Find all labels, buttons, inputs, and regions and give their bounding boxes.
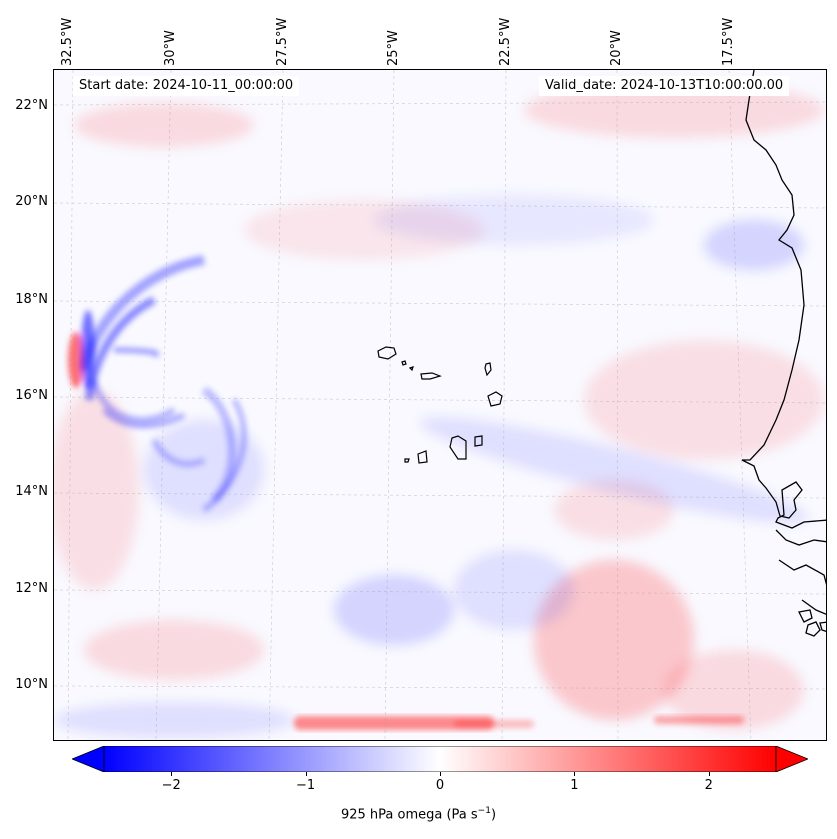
colorbar-tick-mark [708,772,710,776]
colorbar-extend-min [72,746,105,772]
colorbar-extend-max [775,746,808,772]
lon-label: 22.5°W [498,17,513,66]
map-panel [53,69,827,741]
lon-label: 20°W [609,30,624,66]
lon-label: 30°W [163,30,178,66]
lat-label: 10°N [15,677,48,692]
lon-label: 32.5°W [60,17,75,66]
lat-label: 12°N [15,581,48,596]
strong-dipole [68,310,95,390]
colorbar-tick-mark [305,772,307,776]
omega-field-map [54,70,826,740]
cape-verde-islands [377,346,503,464]
lat-label: 14°N [15,484,48,499]
lat-label: 16°N [15,388,48,403]
southern-positive-band [294,716,744,730]
colorbar [72,746,808,772]
lat-label: 22°N [15,98,48,113]
colorbar-tick-label: −1 [296,778,316,793]
lat-label: 20°N [15,194,48,209]
colorbar-gradient [103,746,777,772]
lon-label: 27.5°W [275,17,290,66]
colorbar-tick-label: 1 [570,778,579,793]
african-coastline [741,70,826,637]
colorbar-tick-mark [171,772,173,776]
colorbar-tick-mark [440,772,441,776]
colorbar-label: 925 hPa omega (Pa s−1) [340,806,497,823]
colorbar-tick-mark [574,772,576,776]
lon-label: 17.5°W [721,17,736,66]
negative-omega-patches [54,195,809,738]
graticule [54,70,826,740]
start-date-label: Start date: 2024-10-11_00:00:00 [73,76,300,96]
lon-label: 25°W [386,30,401,66]
valid-date-label: Valid_date: 2024-10-13T10:00:00.00 [539,76,790,96]
colorbar-tick-label: 2 [704,778,713,793]
colorbar-tick-label: 0 [435,778,445,793]
colorbar-tick-label: −2 [161,778,181,793]
lat-label: 18°N [15,292,48,307]
